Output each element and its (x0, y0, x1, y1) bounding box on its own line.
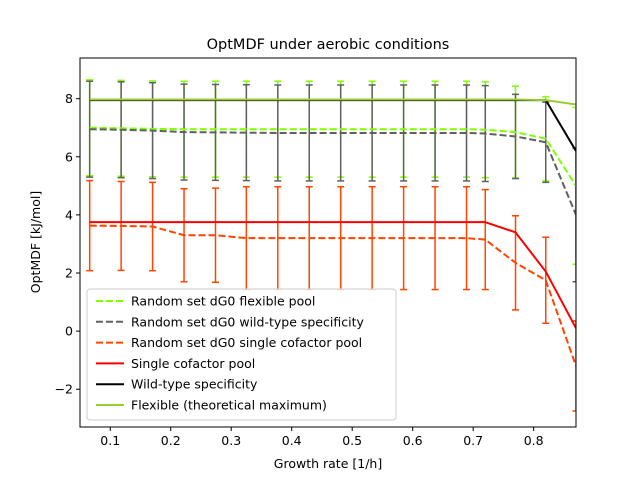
series-line-0 (89, 126, 576, 187)
series-line-3 (89, 221, 576, 329)
x-tick-label: 0.4 (282, 433, 302, 448)
y-tick-label: −2 (55, 382, 73, 397)
plot-area (86, 79, 576, 412)
legend-label-2: Random set dG0 single cofactor pool (131, 335, 362, 350)
y-tick-label: 0 (65, 324, 73, 339)
y-axis: −2 0 2 4 6 8 (55, 91, 80, 397)
x-tick-label: 0.1 (100, 433, 120, 448)
series-line-4 (89, 99, 576, 152)
legend-label-1: Random set dG0 wild-type specificity (131, 314, 364, 329)
y-tick-label: 6 (65, 149, 73, 164)
series-lines (89, 98, 576, 367)
legend-box (86, 288, 397, 421)
legend-label-3: Single cofactor pool (131, 356, 255, 371)
y-tick-label: 4 (65, 207, 73, 222)
x-tick-label: 0.3 (221, 433, 241, 448)
x-tick-label: 0.7 (463, 433, 483, 448)
series-line-5 (89, 98, 576, 106)
series-line-2 (89, 224, 576, 367)
x-tick-label: 0.2 (161, 433, 181, 448)
x-axis: 0.1 0.2 0.3 0.4 0.5 0.6 0.7 0.8 (100, 427, 544, 448)
x-tick-label: 0.8 (524, 433, 544, 448)
x-axis-label: Growth rate [1/h] (274, 456, 382, 471)
x-tick-label: 0.6 (403, 433, 423, 448)
series-line-1 (89, 128, 576, 216)
legend-label-4: Wild-type specificity (131, 377, 258, 392)
legend: Random set dG0 flexible pool Random set d… (86, 288, 397, 421)
chart-title: OptMDF under aerobic conditions (207, 37, 450, 53)
legend-label-5: Flexible (theoretical maximum) (131, 398, 327, 413)
plot-frame (79, 57, 577, 428)
x-tick-label: 0.5 (342, 433, 362, 448)
y-tick-label: 2 (65, 266, 73, 281)
y-tick-label: 8 (65, 91, 73, 106)
legend-label-0: Random set dG0 flexible pool (131, 294, 315, 309)
y-axis-label: OptMDF [kJ/mol] (28, 191, 43, 293)
